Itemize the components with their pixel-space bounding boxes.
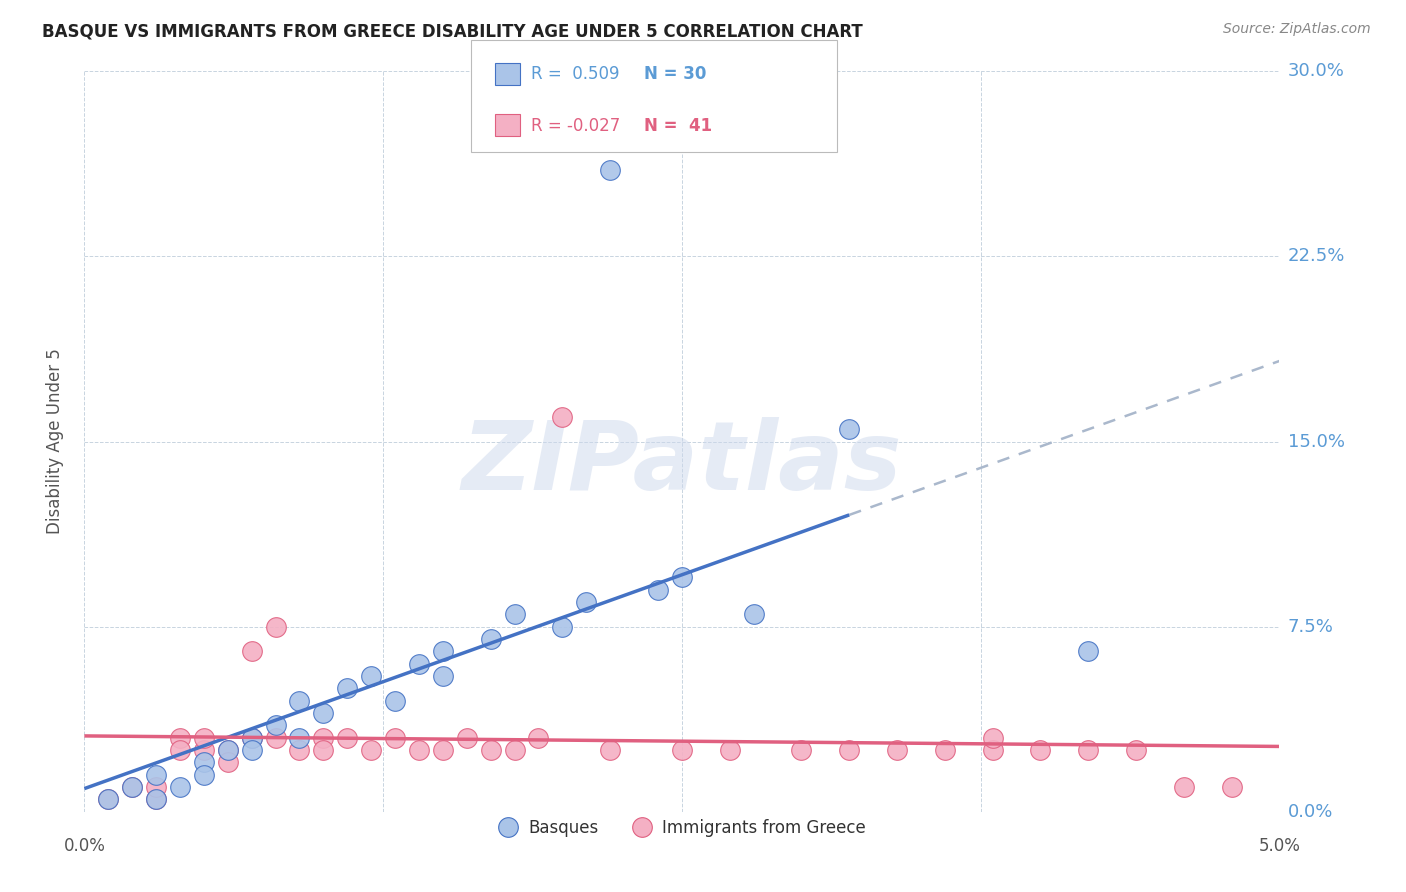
Point [838,743,860,757]
Point [312,706,335,720]
Point [1220,780,1243,794]
Point [479,743,502,757]
Point [408,743,430,757]
Text: 0.0%: 0.0% [1288,803,1333,821]
Point [360,669,382,683]
Point [97,792,120,806]
Point [1029,743,1052,757]
Point [981,731,1004,745]
Point [671,743,693,757]
Point [599,743,621,757]
Text: 0.0%: 0.0% [63,837,105,855]
Point [264,718,287,732]
Text: 7.5%: 7.5% [1288,617,1334,636]
Point [97,792,120,806]
Point [551,619,574,633]
Point [193,743,215,757]
Point [217,756,239,770]
Point [599,163,621,178]
Point [647,582,669,597]
Point [360,743,382,757]
Point [384,694,406,708]
Point [456,731,478,745]
Legend: Basques, Immigrants from Greece: Basques, Immigrants from Greece [492,813,872,844]
Text: 5.0%: 5.0% [1258,837,1301,855]
Point [169,780,191,794]
Point [121,780,143,794]
Point [217,743,239,757]
Point [432,743,454,757]
Point [193,756,215,770]
Point [145,792,167,806]
Point [790,743,813,757]
Text: 22.5%: 22.5% [1288,247,1346,266]
Point [145,767,167,781]
Point [240,731,263,745]
Text: BASQUE VS IMMIGRANTS FROM GREECE DISABILITY AGE UNDER 5 CORRELATION CHART: BASQUE VS IMMIGRANTS FROM GREECE DISABIL… [42,22,863,40]
Point [336,681,359,696]
Point [312,731,335,745]
Point [264,619,287,633]
Text: N =  41: N = 41 [644,117,711,135]
Text: 30.0%: 30.0% [1288,62,1344,80]
Point [527,731,550,745]
Point [575,595,598,609]
Text: R = -0.027: R = -0.027 [531,117,620,135]
Point [718,743,741,757]
Point [838,422,860,436]
Point [240,731,263,745]
Point [288,731,311,745]
Point [145,780,167,794]
Point [169,743,191,757]
Text: R =  0.509: R = 0.509 [531,65,620,83]
Point [479,632,502,646]
Point [264,731,287,745]
Point [1125,743,1147,757]
Point [145,792,167,806]
Point [288,743,311,757]
Point [193,731,215,745]
Point [217,743,239,757]
Text: Source: ZipAtlas.com: Source: ZipAtlas.com [1223,22,1371,37]
Text: 15.0%: 15.0% [1288,433,1344,450]
Point [981,743,1004,757]
Text: ZIPatlas: ZIPatlas [461,417,903,510]
Point [121,780,143,794]
Point [240,743,263,757]
Point [408,657,430,671]
Point [432,644,454,658]
Point [336,731,359,745]
Point [193,767,215,781]
Point [886,743,908,757]
Point [671,570,693,584]
Point [1077,644,1099,658]
Point [312,743,335,757]
Point [934,743,956,757]
Point [169,731,191,745]
Point [240,644,263,658]
Point [288,694,311,708]
Point [503,607,526,622]
Point [1173,780,1195,794]
Point [503,743,526,757]
Y-axis label: Disability Age Under 5: Disability Age Under 5 [45,349,63,534]
Text: N = 30: N = 30 [644,65,706,83]
Point [742,607,765,622]
Point [432,669,454,683]
Point [1077,743,1099,757]
Point [551,409,574,424]
Point [384,731,406,745]
